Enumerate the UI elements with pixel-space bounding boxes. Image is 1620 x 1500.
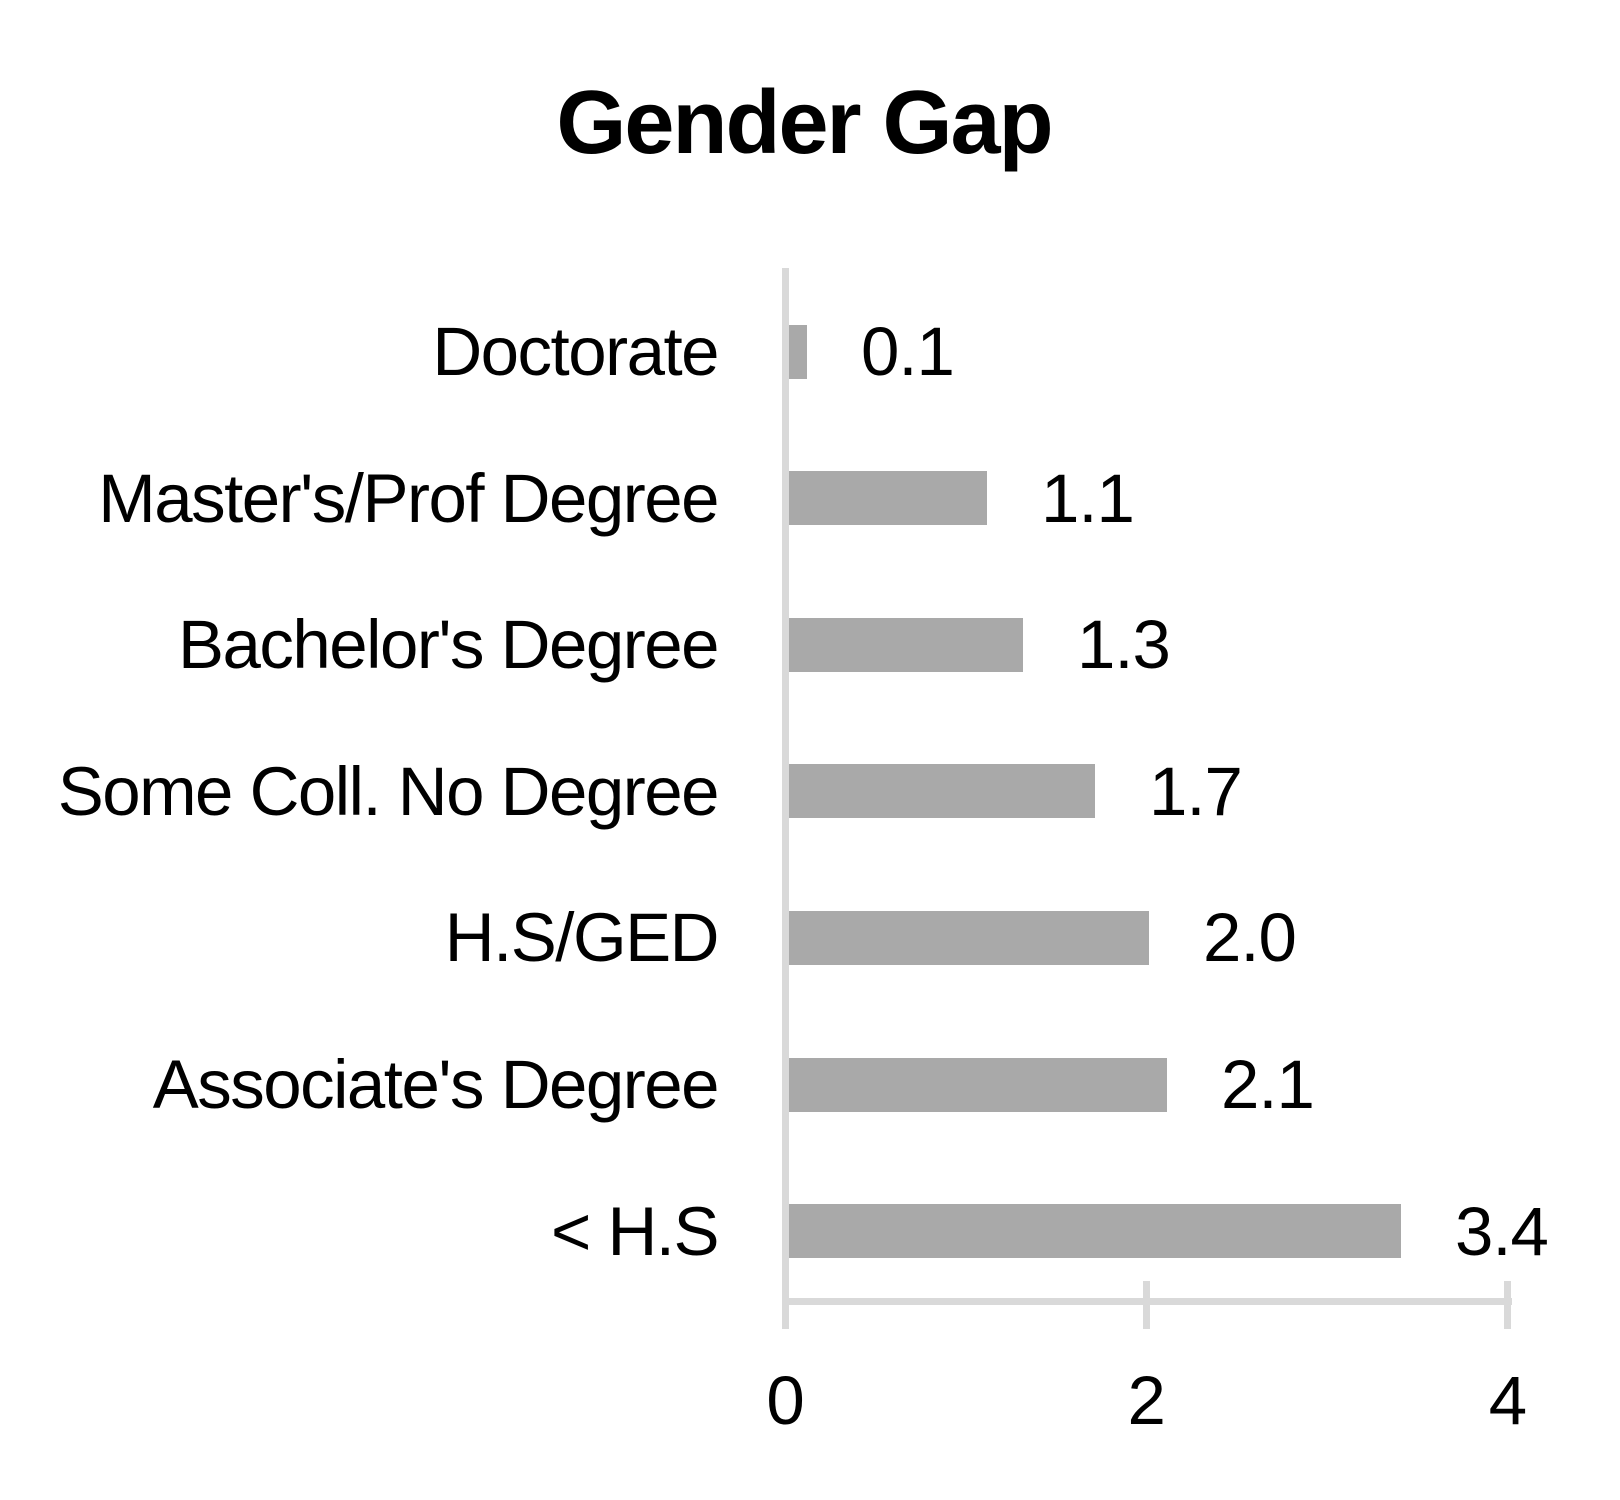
bar [789,617,1023,672]
bar [789,1057,1167,1112]
bar [789,1204,1401,1259]
value-label: 2.1 [1221,1046,1315,1123]
category-label: Some Coll. No Degree [57,752,720,830]
category-label: Doctorate [432,313,719,390]
value-label: 1.1 [1041,459,1135,537]
bar [789,764,1095,819]
category-label: Master's/Prof Degree [98,459,719,537]
value-label: 2.0 [1203,899,1297,977]
category-label: Associate's Degree [152,1046,720,1123]
category-label: Bachelor's Degree [178,606,719,684]
value-label: 1.7 [1149,752,1243,830]
bar [789,324,807,379]
value-label: 1.3 [1077,606,1171,684]
value-label: 0.1 [861,313,955,390]
x-axis-tick [1143,1281,1151,1329]
bar [789,471,987,526]
x-axis-tick [1504,1281,1512,1329]
value-label: 3.4 [1455,1192,1549,1270]
category-label: < H.S [551,1192,720,1270]
x-axis-tick-label: 4 [1488,1361,1528,1439]
chart-title: Gender Gap [556,73,1053,173]
category-label: H.S/GED [444,899,720,977]
x-axis-tick [782,1281,789,1329]
x-axis-tick-label: 2 [1127,1361,1166,1439]
x-axis-tick-label: 0 [766,1361,805,1439]
bar [789,910,1149,965]
y-axis-line [782,268,789,1305]
